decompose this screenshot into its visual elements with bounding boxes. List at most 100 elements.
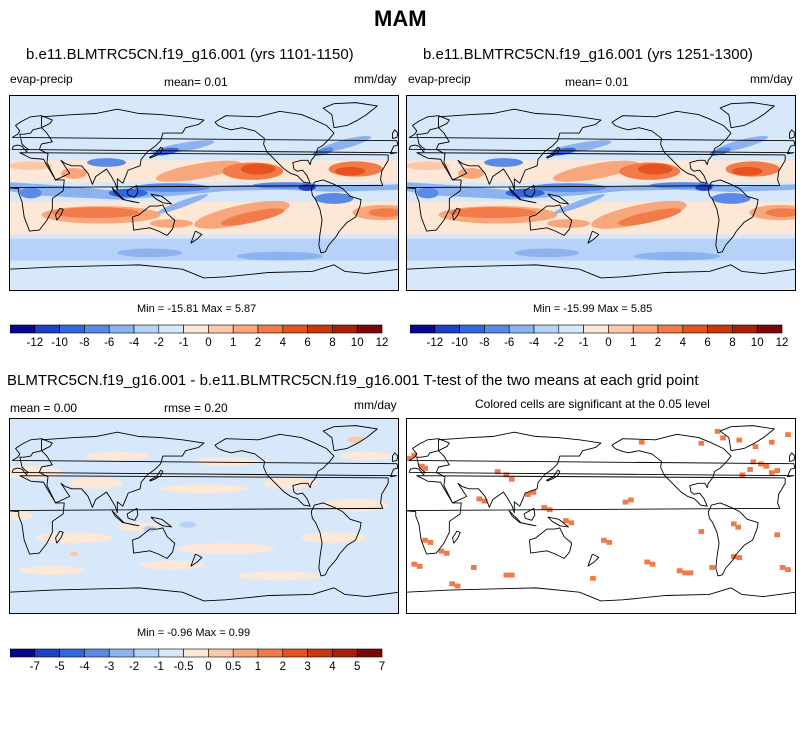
field-contour (19, 566, 85, 575)
significant-cell (622, 499, 629, 505)
coastline (322, 425, 378, 452)
field-contour (514, 248, 580, 258)
colorbar-tick-label: 1 (255, 661, 261, 673)
coastline (111, 187, 140, 204)
coastline (126, 507, 139, 521)
map-frame (406, 418, 796, 614)
colorbar-cell (410, 324, 436, 334)
colorbar-cell (356, 324, 383, 334)
colorbar-cell (608, 324, 634, 334)
map-frame (9, 418, 399, 614)
coastline (719, 425, 775, 452)
significant-cell (644, 559, 651, 565)
field-contour (9, 592, 399, 614)
field-contour (84, 451, 150, 461)
field-contour (323, 498, 389, 512)
colorbar-tick-label: 0 (205, 661, 211, 673)
map-top-right (406, 95, 796, 291)
colorbar-tick-label: 2 (255, 337, 261, 349)
field-contour (406, 238, 796, 261)
field-contour (149, 219, 194, 228)
colorbar-cell (232, 648, 259, 658)
colorbar-tick-label: -4 (529, 337, 540, 349)
colorbar-tick-label: -4 (79, 661, 90, 673)
field-contour (458, 167, 484, 179)
colorbar-tick-label: -3 (104, 661, 114, 673)
significant-cell (454, 583, 461, 589)
field-contour (416, 187, 439, 199)
field-contour (179, 521, 197, 528)
coastline (149, 146, 164, 159)
colorbar-tick-label: -2 (129, 661, 139, 673)
colorbar-tick-label: 8 (329, 337, 335, 349)
field-contour (709, 147, 731, 156)
colorbar-tick-label: -1 (578, 337, 588, 349)
significant-cell (709, 565, 716, 570)
colorbar-cell (282, 648, 308, 658)
colorbar-tick-label: 12 (376, 337, 389, 349)
significant-cell (763, 463, 770, 469)
significant-cell (411, 452, 418, 458)
significant-cell (503, 572, 510, 578)
coastline (11, 438, 399, 478)
significant-cell (785, 432, 791, 438)
field-contour (9, 161, 53, 171)
map-diff (9, 418, 399, 614)
ttest-title: T-test of the two means at each grid poi… (423, 372, 699, 389)
significant-cell (416, 563, 423, 569)
units-label-top-left: mm/day (354, 72, 397, 86)
colorbar-top-right: -12 -10 -8 -6 -4 -2 -1 0 1 2 4 6 8 10 12 (410, 324, 788, 349)
significant-cell (750, 459, 757, 465)
coastline (406, 264, 796, 279)
colorbar-tick-label: -1 (178, 337, 188, 349)
field-contour (155, 160, 242, 182)
field-contour (68, 477, 123, 489)
mean-label-top-left: mean= 0.01 (164, 75, 228, 89)
coastline (392, 129, 399, 139)
colorbar-tick-label: 2 (280, 661, 286, 673)
panel-title-diff: BLMTRC5CN.f19_g16.001 - b.e11.BLMTRC5CN.… (7, 372, 699, 389)
colorbar-tick-label: -6 (504, 337, 514, 349)
colorbar-tick-label: -7 (30, 661, 40, 673)
colorbar-cell (59, 324, 85, 334)
coastline (435, 108, 602, 191)
significant-cell (525, 492, 531, 497)
coastline (452, 207, 461, 221)
significant-cell (541, 505, 548, 511)
colorbar-cell (59, 648, 85, 658)
colorbar-cell (707, 324, 733, 334)
coastline (190, 553, 203, 567)
significant-cell (449, 581, 456, 587)
colorbar-cell (158, 648, 184, 658)
colorbar-cell (332, 648, 358, 658)
map-background (9, 418, 399, 614)
significant-cell (735, 524, 742, 530)
colorbar-tick-label: 8 (729, 337, 735, 349)
coastline (55, 207, 64, 221)
colorbar-tick-label: 3 (304, 661, 310, 673)
colorbar-cell (10, 648, 36, 658)
coastline (408, 438, 796, 478)
significant-cell (494, 469, 501, 475)
coastline (523, 184, 536, 198)
coastline (508, 510, 537, 527)
colorbar-cell (583, 324, 609, 334)
significant-cell (676, 568, 683, 574)
significant-cell (785, 567, 791, 573)
colorbar-tick-label: 5 (354, 661, 360, 673)
coastline (149, 469, 164, 482)
coastline (719, 102, 775, 129)
minmax-label-diff: Min = -0.96 Max = 0.99 (137, 627, 251, 639)
field-contour (156, 194, 208, 214)
colorbar-tick-label: 1 (630, 337, 636, 349)
colorbar-cell (133, 324, 160, 334)
colorbar-tick-label: 2 (655, 337, 661, 349)
significant-cell (698, 440, 705, 446)
significant-cell (508, 572, 515, 578)
significant-cell (411, 561, 418, 567)
coastline (322, 102, 378, 129)
significant-cell (758, 461, 764, 467)
colorbar-tick-label: -10 (51, 337, 68, 349)
colorbar-cell (208, 324, 234, 334)
field-contour (546, 219, 591, 228)
